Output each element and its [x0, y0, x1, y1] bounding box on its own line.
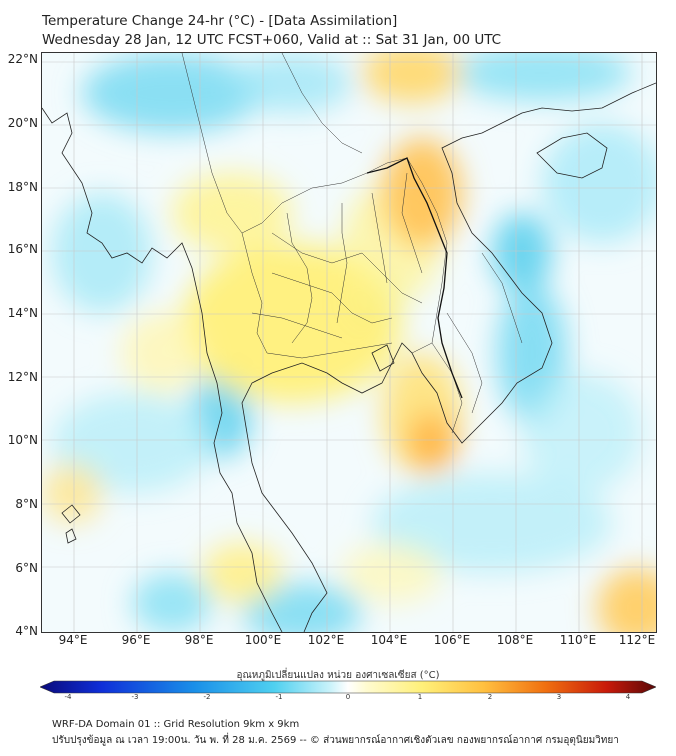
colorbar-gradient	[40, 680, 656, 694]
lon-label-102: 102°E	[307, 633, 345, 647]
lon-label-98: 98°E	[184, 633, 214, 647]
temperature-change-map	[42, 53, 656, 632]
lon-label-112: 112°E	[618, 633, 656, 647]
lat-label-4: 4°N	[15, 624, 38, 638]
lon-label-110: 110°E	[559, 633, 597, 647]
lat-label-12: 12°N	[7, 370, 38, 384]
lat-label-18: 18°N	[7, 180, 38, 194]
colorbar-tick: -1	[275, 693, 283, 701]
lat-label-8: 8°N	[15, 497, 38, 511]
lon-label-104: 104°E	[370, 633, 408, 647]
colorbar-tick: -2	[203, 693, 211, 701]
lat-label-14: 14°N	[7, 306, 38, 320]
lon-label-96: 96°E	[121, 633, 151, 647]
coastlines	[42, 82, 656, 632]
colorbar-tick: 0	[345, 693, 351, 701]
lon-label-108: 108°E	[496, 633, 534, 647]
lat-label-20: 20°N	[7, 116, 38, 130]
colorbar	[40, 680, 656, 694]
lon-label-100: 100°E	[244, 633, 282, 647]
chart-title: Temperature Change 24-hr (°C) - [Data As…	[42, 12, 501, 50]
lon-label-106: 106°E	[433, 633, 471, 647]
admin-boundaries	[181, 53, 523, 434]
map-gridlines	[42, 53, 656, 632]
colorbar-tick: 1	[417, 693, 423, 701]
map-panel[interactable]	[41, 52, 657, 633]
colorbar-tick: -4	[64, 693, 72, 701]
colorbar-tick: -3	[131, 693, 139, 701]
country-border	[366, 157, 463, 399]
footer-credits: ปรับปรุงข้อมูล ณ เวลา 19:00น. วัน พ. ที่…	[52, 735, 619, 746]
colorbar-label: อุณหภูมิเปลี่ยนแปลง หน่วย องศาเซลเซียส (…	[236, 670, 440, 681]
title-line-1: Temperature Change 24-hr (°C) - [Data As…	[42, 13, 398, 29]
lon-label-94: 94°E	[58, 633, 88, 647]
lat-label-10: 10°N	[7, 433, 38, 447]
lat-label-6: 6°N	[15, 561, 38, 575]
lat-label-16: 16°N	[7, 242, 38, 256]
colorbar-tick: 4	[625, 693, 631, 701]
footer-domain-info: WRF-DA Domain 01 :: Grid Resolution 9km …	[52, 719, 300, 730]
title-line-2: Wednesday 28 Jan, 12 UTC FCST+060, Valid…	[42, 32, 502, 48]
colorbar-tick: 3	[556, 693, 562, 701]
lat-label-22: 22°N	[7, 52, 38, 66]
colorbar-tick: 2	[487, 693, 493, 701]
